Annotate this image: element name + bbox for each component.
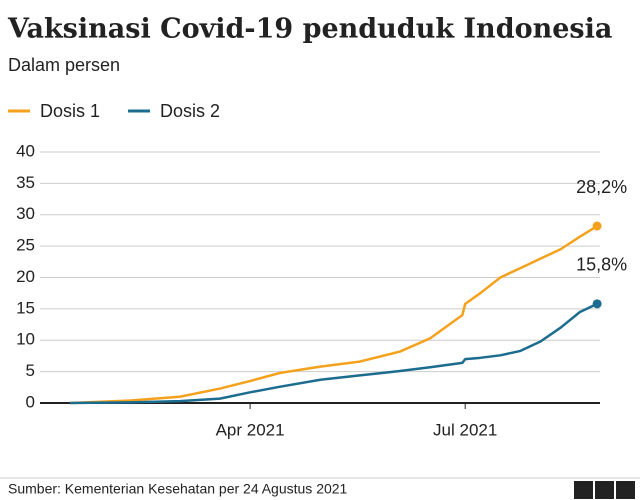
logo-text: BBC	[577, 482, 640, 499]
data-line	[70, 224, 598, 405]
y-tick-label: 30	[16, 204, 35, 223]
logo-block	[616, 481, 635, 499]
y-tick-label: 35	[16, 173, 35, 192]
y-tick-label: 25	[16, 236, 35, 255]
value-label: 28,2%	[576, 177, 627, 197]
logo-block	[574, 481, 593, 499]
value-label: 15,8%	[576, 255, 627, 275]
y-tick-label: 20	[16, 267, 35, 286]
logo: BBC	[574, 481, 640, 499]
x-tick-label: Jul 2021	[433, 420, 497, 439]
x-tick-label: Apr 2021	[216, 420, 285, 439]
y-tick-label: 0	[26, 392, 35, 411]
y-tick-label: 5	[26, 361, 35, 380]
y-tick-label: 40	[16, 141, 35, 160]
legend-label: Dosis 2	[160, 101, 220, 121]
chart-title: Vaksinasi Covid-19 penduduk Indonesia	[7, 14, 612, 45]
source: Sumber: Kementerian Kesehatan per 24 Agu…	[8, 481, 348, 497]
end-point	[592, 221, 602, 231]
end-point	[592, 299, 602, 309]
y-tick-label: 10	[16, 330, 35, 349]
y-tick-label: 15	[16, 298, 35, 317]
data-line	[70, 302, 598, 405]
legend-label: Dosis 1	[40, 101, 100, 121]
logo-block	[595, 481, 614, 499]
chart-subtitle: Dalam persen	[8, 55, 120, 75]
